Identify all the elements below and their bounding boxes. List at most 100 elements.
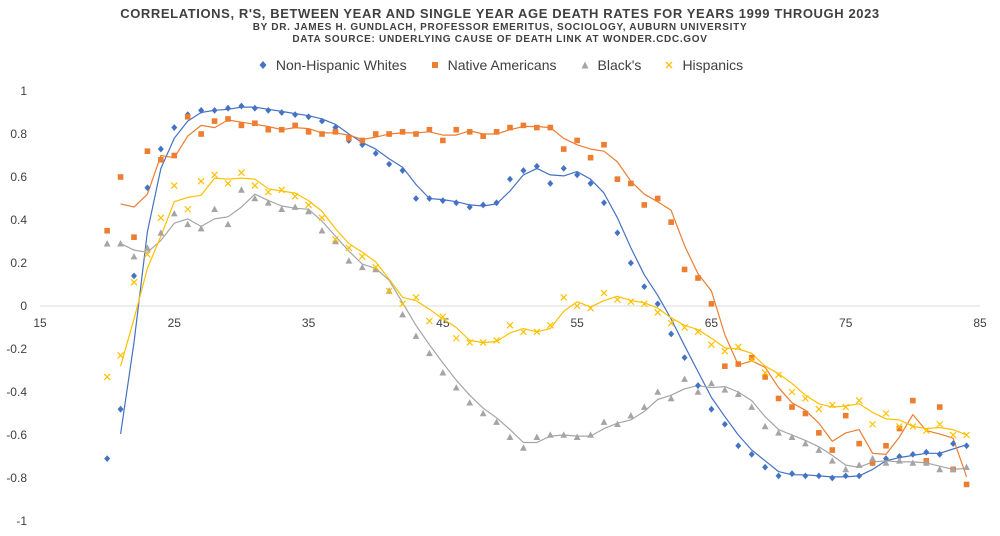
data-point-x (828, 401, 836, 409)
data-point-square (252, 120, 258, 127)
data-point-triangle (291, 203, 299, 210)
data-point-square (735, 361, 742, 367)
data-point-x (802, 395, 809, 402)
data-point-triangle (667, 394, 675, 402)
x-tick-label: 25 (168, 316, 182, 330)
trendline-triangle (120, 193, 967, 470)
x-tick-label: 45 (436, 316, 450, 330)
y-tick-label: 1 (20, 84, 27, 98)
data-point-square (748, 354, 755, 361)
data-point-diamond (695, 382, 701, 389)
data-point-square (198, 131, 204, 137)
data-point-triangle (318, 227, 326, 234)
data-point-square (641, 202, 648, 208)
data-point-x (614, 296, 621, 303)
data-point-triangle (734, 390, 742, 397)
data-point-x (264, 188, 272, 196)
y-tick-label: -0.2 (6, 342, 27, 356)
data-point-square (789, 404, 795, 410)
data-point-diamond (762, 463, 769, 471)
data-point-square (896, 425, 903, 432)
data-point-x (587, 304, 594, 312)
data-point-x (130, 278, 138, 286)
data-point-diamond (842, 472, 849, 480)
data-point-triangle (802, 440, 809, 447)
data-point-square (278, 126, 285, 133)
data-point-x (439, 313, 447, 321)
data-point-square (305, 129, 312, 135)
data-point-square (520, 122, 527, 129)
data-point-x (385, 287, 393, 295)
data-point-triangle (546, 431, 554, 438)
data-point-square (560, 146, 567, 152)
x-tick-label: 65 (705, 316, 719, 330)
data-point-triangle (184, 220, 192, 228)
data-point-square (359, 137, 366, 144)
data-point-triangle (264, 199, 272, 206)
data-point-x (533, 328, 541, 336)
data-point-triangle (452, 384, 460, 391)
data-point-x (640, 300, 648, 308)
data-point-square (654, 195, 661, 202)
data-point-square (614, 176, 621, 182)
data-point-square (144, 148, 151, 154)
data-point-x (546, 321, 554, 329)
x-tick-label: 85 (973, 316, 987, 330)
data-point-diamond (950, 440, 957, 447)
y-tick-label: -0.6 (6, 428, 27, 442)
legend-label: Black's (597, 57, 642, 73)
data-point-triangle (466, 399, 474, 406)
data-point-diamond (466, 203, 473, 211)
data-point-x (909, 422, 917, 430)
data-point-square (762, 374, 768, 380)
data-point-diamond (748, 450, 755, 458)
data-point-triangle (855, 461, 863, 468)
data-point-x (775, 371, 782, 379)
data-point-square (466, 129, 473, 135)
data-point-x (345, 244, 353, 252)
data-point-triangle (909, 459, 917, 466)
data-point-x (654, 309, 662, 316)
data-point-triangle (157, 229, 165, 236)
data-point-square (775, 395, 782, 402)
data-point-x (197, 177, 205, 185)
data-point-square (453, 126, 460, 133)
data-point-square (507, 124, 513, 131)
data-point-x (479, 339, 487, 346)
data-point-square (816, 430, 822, 436)
data-point-square (910, 397, 916, 404)
data-point-triangle (882, 459, 890, 466)
data-point-triangle (332, 237, 339, 245)
data-point-triangle (587, 431, 594, 438)
data-point-diamond (453, 199, 460, 207)
data-point-triangle (560, 431, 568, 438)
data-point-x (560, 293, 568, 301)
data-point-diamond (292, 111, 299, 119)
data-point-square (117, 174, 124, 180)
data-point-square (372, 131, 379, 137)
x-tick-label: 55 (570, 316, 584, 330)
data-point-square (292, 122, 298, 129)
data-point-diamond (104, 455, 111, 463)
data-point-diamond (909, 450, 916, 458)
data-point-square (936, 404, 943, 410)
data-point-square (695, 275, 701, 281)
data-point-x (251, 182, 259, 190)
legend-label: Hispanics (682, 57, 744, 73)
data-point-diamond (251, 104, 258, 112)
trendline-x (120, 177, 967, 436)
data-point-x (103, 373, 111, 381)
data-point-x (144, 250, 151, 258)
y-tick-label: 0.2 (10, 256, 27, 270)
data-point-diamond (198, 106, 205, 114)
legend-x-marker (665, 61, 673, 69)
data-point-diamond (856, 472, 863, 480)
data-point-triangle (922, 459, 930, 466)
legend-item-hispanics: Hispanics (663, 57, 743, 73)
data-point-diamond (668, 330, 675, 338)
data-point-square (802, 410, 809, 417)
legend-item-non-hispanic-whites: Non-Hispanic Whites (257, 57, 407, 73)
data-point-diamond (171, 124, 178, 131)
data-point-diamond (923, 448, 930, 456)
data-point-diamond (399, 167, 406, 174)
